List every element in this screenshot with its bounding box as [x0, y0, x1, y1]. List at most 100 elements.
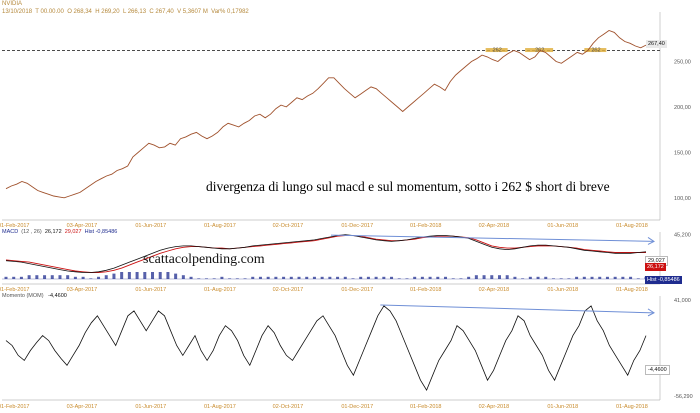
mom-xtick: 01-Dec-2017	[341, 404, 373, 410]
watermark-text: scattacolpending.com	[143, 252, 265, 267]
high-value: H 269,20	[95, 9, 120, 15]
macd-hist-bar	[497, 275, 501, 279]
macd-xtick: 01-Dec-2017	[341, 287, 373, 293]
macd-title: MACD	[2, 229, 19, 235]
price-xtick: 01-Aug-2018	[616, 223, 648, 229]
hist-current: Hist -0,85486	[84, 229, 118, 235]
macd-xtick: 01-Jun-2018	[547, 287, 578, 293]
macd-hist-bar	[266, 276, 270, 279]
macd-hist-bar	[104, 275, 108, 279]
price-xtick: 01-Aug-2017	[204, 223, 236, 229]
price-xtick: 01-Jun-2017	[135, 223, 166, 229]
macd-hist-bar	[590, 276, 594, 279]
mom-xtick: 01-Jun-2018	[547, 404, 578, 410]
macd-xtick: 01-Aug-2017	[204, 287, 236, 293]
macd-hist-bar	[112, 273, 116, 279]
volume-value: V 5,3607 M	[177, 9, 208, 15]
symbol-title: NVIDIA	[2, 1, 23, 7]
macd-xtick: 02-Apr-2018	[479, 287, 510, 293]
macd-hist-bar	[428, 276, 432, 279]
mom-divergence-arrow	[647, 308, 655, 317]
time-value: T 00.00.00	[35, 9, 64, 15]
price-ytick: 100,00	[674, 196, 691, 202]
resistance-mark-label: 262	[591, 48, 600, 54]
macd-params: (12 , 26)	[21, 229, 42, 235]
var-value: Var% 0,17982	[211, 9, 249, 15]
price-ytick: 250,00	[674, 59, 691, 65]
macd-hist-bar	[444, 276, 448, 279]
macd-hist-bar	[575, 276, 579, 279]
mom-ytick-top: 41,000	[674, 298, 691, 304]
macd-hist-bar	[220, 276, 224, 279]
price-xtick: 01-Feb-2017	[0, 223, 30, 229]
macd-current: 26,172	[44, 229, 62, 235]
macd-hist-bar	[312, 276, 316, 279]
macd-hist-bar	[35, 275, 39, 279]
macd-xtick: 02-Oct-2017	[273, 287, 304, 293]
open-value: O 268,34	[67, 9, 92, 15]
macd-hist-bar	[143, 272, 147, 279]
resistance-mark-label: 262	[493, 48, 502, 54]
mom-xtick: 02-Apr-2018	[479, 404, 510, 410]
macd-hist-bar	[320, 276, 324, 279]
macd-hist-bar	[4, 276, 8, 279]
mom-xtick: 01-Feb-2017	[0, 404, 30, 410]
macd-hist-bar	[120, 272, 124, 279]
price-xtick: 03-Apr-2017	[67, 223, 98, 229]
macd-hist-bar	[467, 276, 471, 279]
macd-hist-bar	[366, 276, 370, 279]
macd-hist-bar	[374, 276, 378, 279]
price-ytick: 150,00	[674, 150, 691, 156]
macd-line	[5, 234, 647, 273]
macd-hist-bar	[436, 276, 440, 279]
macd-hist-bar	[166, 272, 170, 279]
mom-divergence-line	[380, 304, 655, 314]
macd-hist-bar	[544, 276, 548, 279]
macd-hist-bar	[258, 276, 262, 279]
macd-hist-bar	[621, 276, 625, 279]
macd-hist-bar	[297, 276, 301, 279]
mom-xtick: 03-Apr-2017	[67, 404, 98, 410]
mom-current: -4,4600	[48, 293, 67, 299]
resistance-mark	[485, 48, 508, 53]
price-xtick: 01-Dec-2017	[341, 223, 373, 229]
signal-current: 29,027	[64, 229, 82, 235]
macd-hist-bar	[274, 276, 278, 279]
macd-hist-bar	[73, 276, 77, 279]
macd-hist-bar	[97, 276, 101, 279]
macd-hist-bar	[174, 273, 178, 279]
macd-xtick: 01-Jun-2017	[135, 287, 166, 293]
mom-badge: -4,4600	[645, 365, 670, 375]
macd-hist-bar	[43, 275, 47, 279]
price-xtick: 02-Oct-2017	[273, 223, 304, 229]
macd-hist-bar	[343, 276, 347, 279]
macd-badge: 26,172	[645, 263, 666, 271]
macd-xtick: 03-Apr-2017	[67, 287, 98, 293]
macd-hist-bar	[629, 276, 633, 279]
macd-hist-bar	[189, 276, 193, 279]
macd-hist-bar	[66, 275, 70, 279]
hist-badge: Hist -0,85486	[645, 276, 682, 284]
macd-hist-bar	[305, 276, 309, 279]
macd-hist-bar	[151, 272, 155, 279]
mom-xtick: 01-Aug-2017	[204, 404, 236, 410]
price-line	[5, 29, 647, 199]
price-xtick: 02-Apr-2018	[479, 223, 510, 229]
macd-ytick: 45,200	[674, 233, 691, 239]
macd-hist-bar	[505, 275, 509, 279]
price-xtick: 01-Jun-2018	[547, 223, 578, 229]
macd-hist-bar	[336, 276, 340, 279]
price-xtick: 01-Feb-2018	[410, 223, 442, 229]
date-value: 13/10/2018	[2, 9, 33, 15]
mom-ytick-bottom: -56,290	[674, 394, 693, 400]
macd-hist-bar	[12, 276, 16, 279]
mom-header: Momento (MOM) -4,4600	[2, 293, 67, 299]
mom-xtick: 01-Jun-2017	[135, 404, 166, 410]
macd-divergence-arrow	[647, 236, 655, 245]
macd-hist-bar	[490, 275, 494, 279]
macd-hist-bar	[390, 276, 394, 279]
macd-hist-bar	[19, 276, 23, 279]
mom-xtick: 01-Aug-2018	[616, 404, 648, 410]
